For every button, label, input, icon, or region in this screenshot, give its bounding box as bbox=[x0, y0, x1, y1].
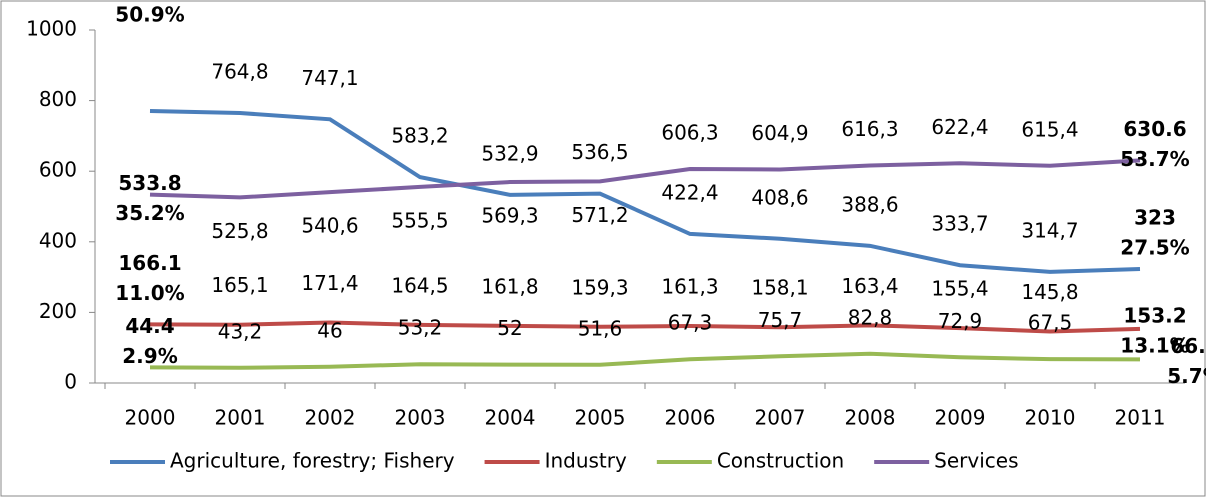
legend-label: Agriculture, forestry; Fishery bbox=[170, 449, 455, 473]
data-label: 555,5 bbox=[391, 208, 448, 232]
data-label: 44.4 bbox=[125, 314, 174, 338]
x-tick-label: 2005 bbox=[575, 406, 626, 430]
data-label: 569,3 bbox=[481, 204, 538, 228]
share-label: 35.2% bbox=[115, 201, 184, 225]
data-label: 163,4 bbox=[841, 274, 898, 298]
data-label: 533.8 bbox=[118, 171, 181, 195]
data-label: 622,4 bbox=[931, 115, 988, 139]
data-label: 67,5 bbox=[1028, 311, 1073, 335]
series-line bbox=[149, 351, 1141, 370]
y-tick-label: 1000 bbox=[26, 17, 77, 41]
data-label: 747,1 bbox=[301, 66, 358, 90]
legend-label: Services bbox=[934, 449, 1018, 473]
data-label: 166.1 bbox=[118, 251, 181, 275]
share-label: 13.1% bbox=[1120, 333, 1189, 357]
data-label: 67,3 bbox=[668, 311, 713, 335]
data-label: 422,4 bbox=[661, 180, 718, 204]
x-tick-label: 2008 bbox=[845, 406, 896, 430]
x-tick-label: 2002 bbox=[305, 406, 356, 430]
data-label: 630.6 bbox=[1123, 117, 1186, 141]
y-tick-label: 800 bbox=[39, 87, 77, 111]
share-label: 53.7% bbox=[1120, 147, 1189, 171]
share-label: 27.5% bbox=[1120, 235, 1189, 259]
share-label: 2.9% bbox=[122, 344, 177, 368]
data-label: 155,4 bbox=[931, 277, 988, 301]
y-tick-label: 0 bbox=[64, 370, 77, 394]
data-label: 43,2 bbox=[218, 319, 263, 343]
data-label: 606,3 bbox=[661, 120, 718, 144]
series-line bbox=[149, 320, 1141, 334]
data-label: 46 bbox=[317, 318, 342, 342]
data-label: 171,4 bbox=[301, 271, 358, 295]
data-label: 153.2 bbox=[1123, 303, 1186, 327]
data-label: 388,6 bbox=[841, 192, 898, 216]
data-label: 66.8 bbox=[1170, 334, 1206, 358]
x-tick-label: 2007 bbox=[755, 406, 806, 430]
data-label: 145,8 bbox=[1021, 280, 1078, 304]
y-tick-label: 200 bbox=[39, 299, 77, 323]
series-line bbox=[149, 158, 1141, 200]
x-tick-label: 2000 bbox=[125, 406, 176, 430]
legend-label: Construction bbox=[717, 449, 844, 473]
data-label: 764,8 bbox=[211, 60, 268, 84]
data-label: 525,8 bbox=[211, 219, 268, 243]
data-label: 158,1 bbox=[751, 276, 808, 300]
data-label: 164,5 bbox=[391, 273, 448, 297]
data-label: 615,4 bbox=[1021, 117, 1078, 141]
data-label: 53,2 bbox=[398, 316, 443, 340]
data-label: 75,7 bbox=[758, 308, 803, 332]
x-tick-label: 2003 bbox=[395, 406, 446, 430]
y-tick-label: 400 bbox=[39, 228, 77, 252]
x-tick-label: 2011 bbox=[1115, 406, 1166, 430]
data-label: 604,9 bbox=[751, 121, 808, 145]
data-label: 314,7 bbox=[1021, 218, 1078, 242]
data-label: 616,3 bbox=[841, 117, 898, 141]
data-label: 51,6 bbox=[578, 316, 623, 340]
series-line bbox=[149, 109, 1141, 274]
data-label: 333,7 bbox=[931, 212, 988, 236]
data-label: 165,1 bbox=[211, 273, 268, 297]
x-tick-label: 2004 bbox=[485, 406, 536, 430]
share-label: 5.7% bbox=[1167, 364, 1206, 388]
x-tick-label: 2010 bbox=[1025, 406, 1076, 430]
data-label: 52 bbox=[497, 316, 522, 340]
data-label: 323 bbox=[1134, 205, 1176, 229]
data-label: 161,8 bbox=[481, 274, 538, 298]
data-label: 583,2 bbox=[391, 124, 448, 148]
share-label: 50.9% bbox=[115, 3, 184, 27]
data-label: 159,3 bbox=[571, 275, 628, 299]
share-label: 11.0% bbox=[115, 281, 184, 305]
y-tick-label: 600 bbox=[39, 158, 77, 182]
data-label: 72,9 bbox=[938, 309, 983, 333]
x-tick-label: 2001 bbox=[215, 406, 266, 430]
data-label: 408,6 bbox=[751, 185, 808, 209]
data-label: 571,2 bbox=[571, 203, 628, 227]
data-label: 540,6 bbox=[301, 214, 358, 238]
x-tick-label: 2009 bbox=[935, 406, 986, 430]
legend-label: Industry bbox=[545, 449, 627, 473]
data-label: 161,3 bbox=[661, 275, 718, 299]
data-label: 532,9 bbox=[481, 141, 538, 165]
data-label: 82,8 bbox=[848, 305, 893, 329]
x-tick-label: 2006 bbox=[665, 406, 716, 430]
data-label: 536,5 bbox=[571, 140, 628, 164]
